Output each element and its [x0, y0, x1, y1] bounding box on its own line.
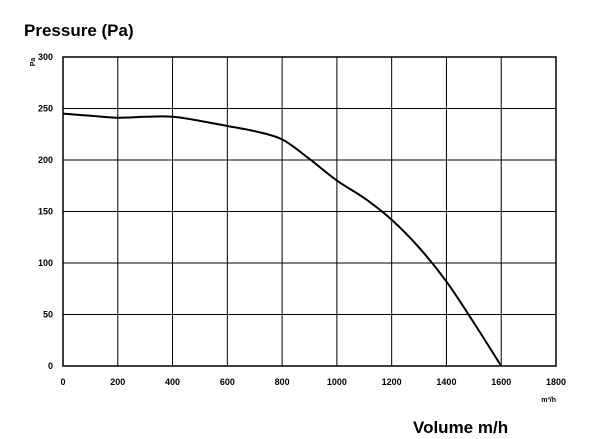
x-tick-label: 1800 — [546, 377, 566, 387]
x-tick-label: 600 — [220, 377, 235, 387]
y-tick-label: 300 — [38, 52, 53, 62]
chart-title: Pressure (Pa) — [24, 21, 134, 40]
y-tick-label: 50 — [43, 310, 53, 320]
x-tick-label: 1600 — [491, 377, 511, 387]
x-tick-label: 1200 — [382, 377, 402, 387]
x-axis-label: Volume m/h — [413, 418, 508, 437]
grid — [62, 56, 557, 367]
x-tick-label: 800 — [275, 377, 290, 387]
series-group — [62, 112, 503, 367]
y-tick-label: 200 — [38, 155, 53, 165]
plot-frame — [62, 56, 557, 367]
x-tick-label: 400 — [165, 377, 180, 387]
y-tick-label: 150 — [38, 207, 53, 217]
x-tick-label: 1400 — [436, 377, 456, 387]
y-unit-label: Pa — [30, 58, 37, 67]
x-tick-label: 1000 — [327, 377, 347, 387]
y-tick-label: 0 — [48, 361, 53, 371]
x-tick-label: 200 — [110, 377, 125, 387]
x-unit-label: m³/h — [541, 397, 556, 404]
x-tick-label: 0 — [60, 377, 65, 387]
y-tick-labels: 0 50 100 150 200 250 300 — [38, 52, 53, 371]
y-tick-label: 250 — [38, 104, 53, 114]
series-line — [62, 112, 503, 367]
x-tick-labels: 0 200 400 600 800 1000 1200 1400 1600 1800 — [60, 377, 566, 387]
y-tick-label: 100 — [38, 258, 53, 268]
